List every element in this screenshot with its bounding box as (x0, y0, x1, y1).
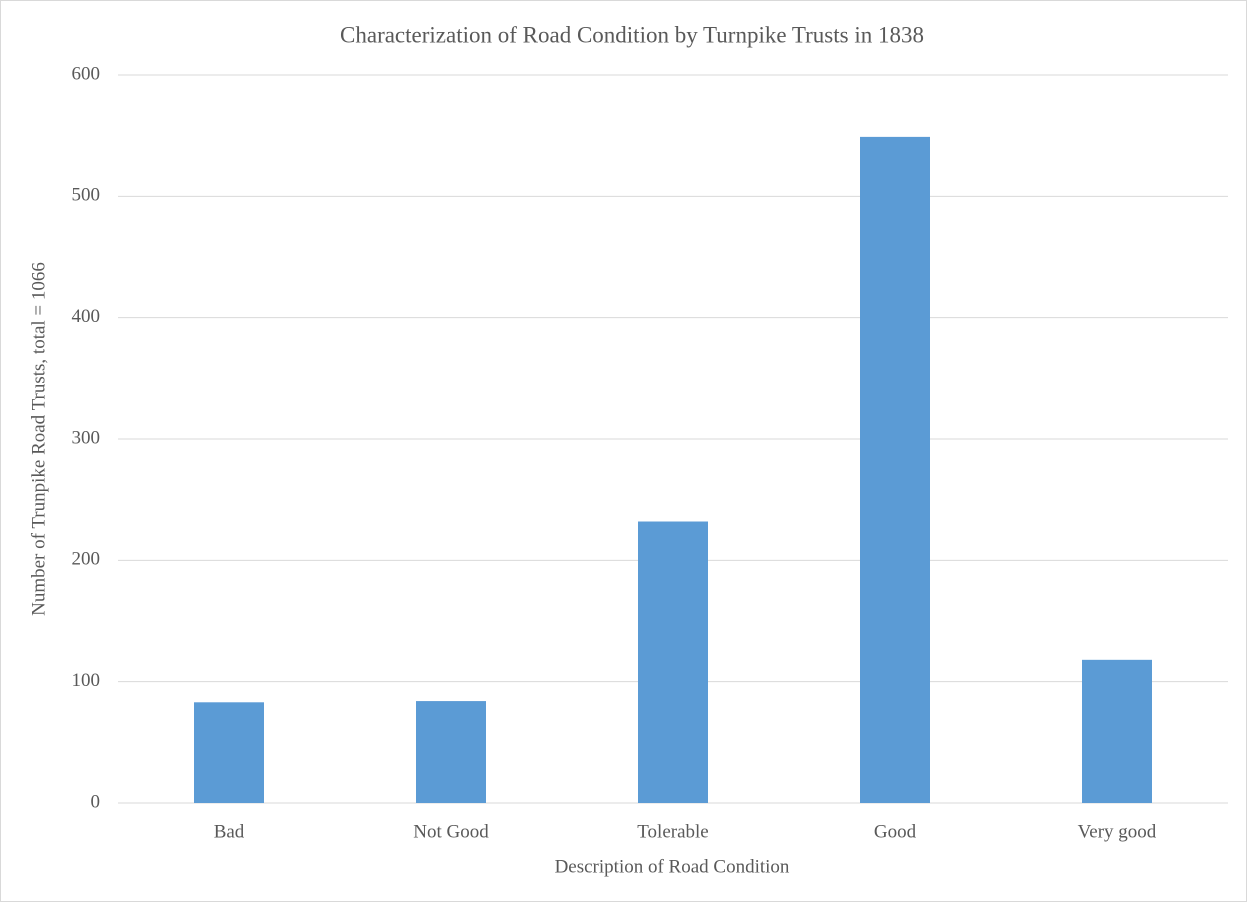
y-axis-label: Number of Trunpike Road Trusts, total = … (28, 262, 49, 616)
bar (638, 521, 708, 803)
x-tick-label: Good (874, 821, 917, 842)
x-tick-label: Tolerable (637, 821, 708, 842)
y-tick-label: 500 (72, 185, 101, 206)
y-tick-label: 100 (72, 670, 101, 691)
x-tick-label: Bad (214, 821, 245, 842)
bar (194, 702, 264, 803)
bar (416, 701, 486, 803)
chart-title: Characterization of Road Condition by Tu… (340, 22, 924, 47)
bar (1082, 659, 1152, 803)
x-axis-label: Description of Road Condition (555, 856, 790, 877)
x-tick-label: Very good (1078, 821, 1157, 842)
bar (860, 136, 930, 803)
y-tick-label: 400 (72, 306, 101, 327)
x-tick-label: Not Good (413, 821, 489, 842)
y-tick-label: 200 (72, 549, 101, 570)
y-tick-label: 0 (91, 791, 101, 812)
y-tick-label: 300 (72, 427, 101, 448)
y-tick-label: 600 (72, 63, 101, 84)
